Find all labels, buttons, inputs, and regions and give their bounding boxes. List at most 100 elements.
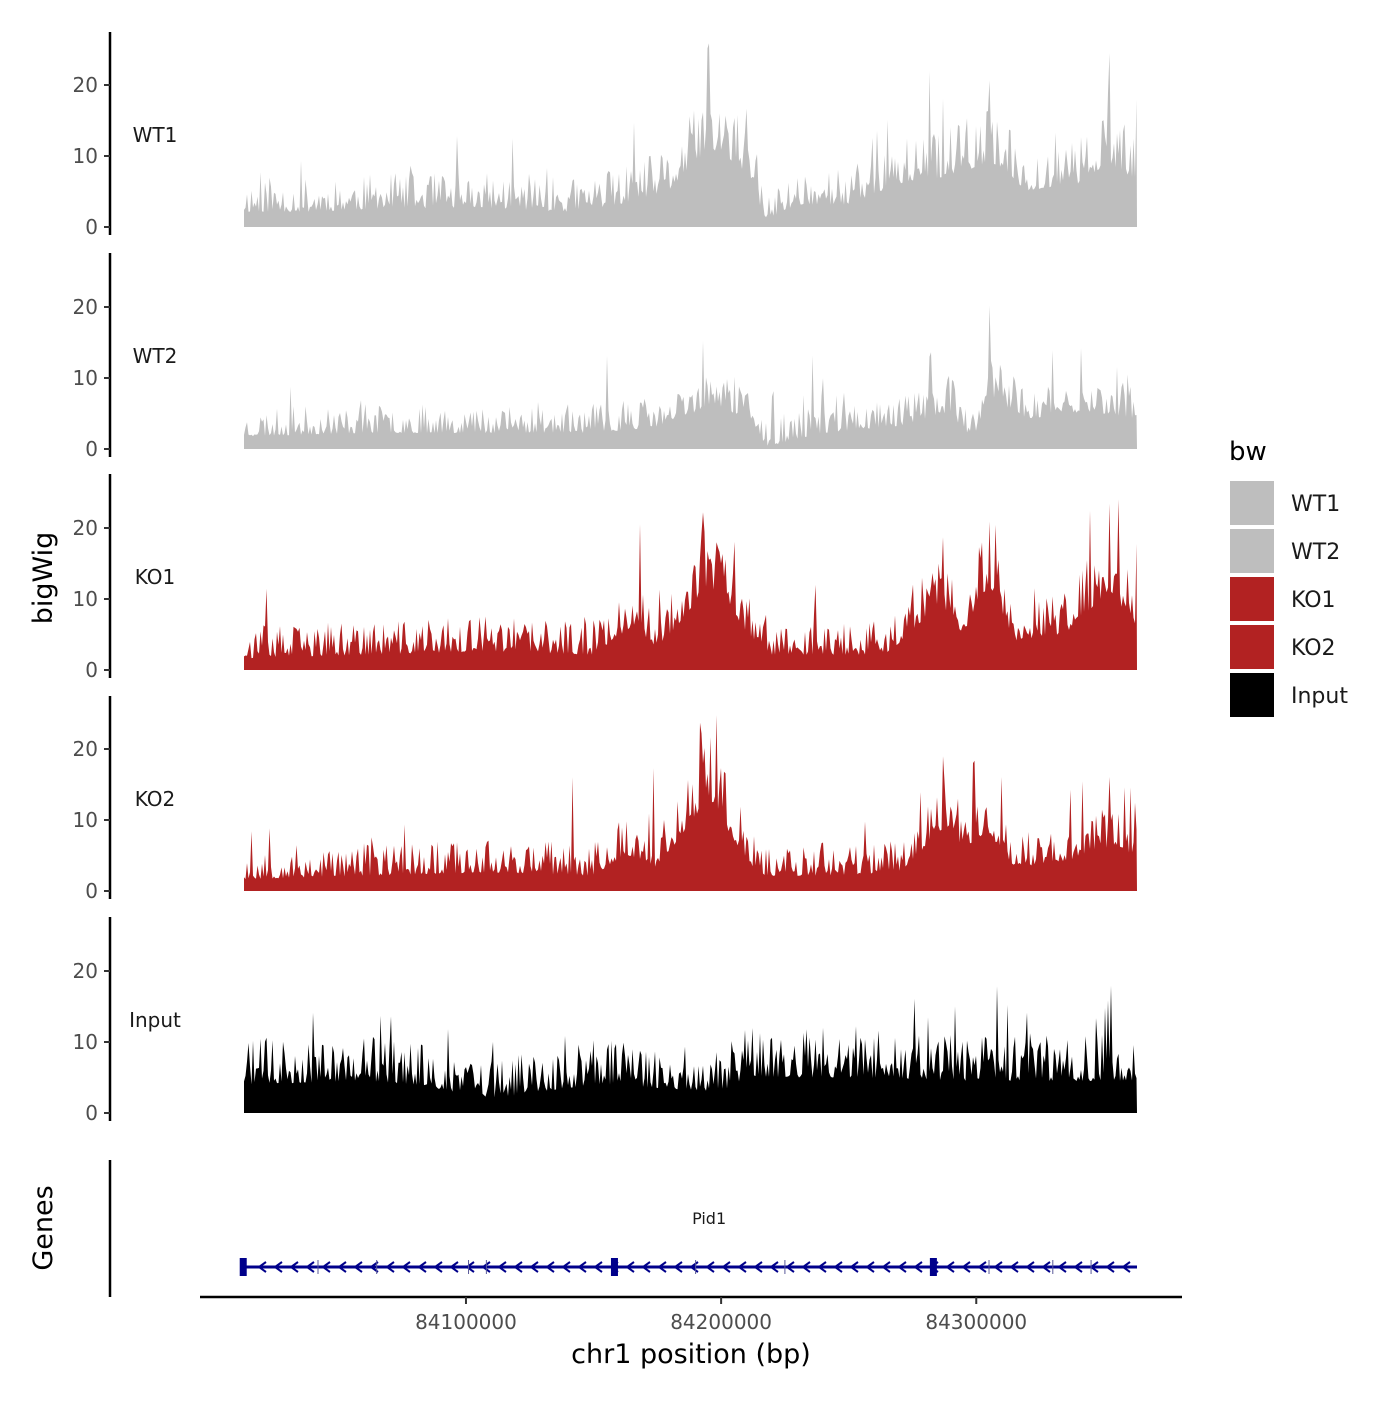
y-tick-label: 10 — [73, 1030, 98, 1054]
strand-arrow — [257, 1261, 267, 1273]
strand-arrow — [705, 1261, 715, 1273]
strand-arrow — [737, 1261, 747, 1273]
strand-arrow — [657, 1261, 667, 1273]
y-tick-label: 0 — [85, 1101, 98, 1125]
strand-arrow — [481, 1261, 491, 1273]
strand-arrow — [273, 1261, 283, 1273]
track-label-input: Input — [129, 1008, 181, 1032]
strand-arrow — [465, 1261, 475, 1273]
legend-label-wt1: WT1 — [1291, 492, 1340, 517]
strand-arrow — [913, 1261, 923, 1273]
strand-arrow — [961, 1261, 971, 1273]
track-label-ko2: KO2 — [135, 787, 176, 811]
strand-arrow — [593, 1261, 603, 1273]
y-tick-label: 0 — [85, 437, 98, 461]
strand-arrow — [1041, 1261, 1051, 1273]
signal-area-ko2 — [244, 715, 1137, 891]
strand-arrow — [433, 1261, 443, 1273]
track-label-wt1: WT1 — [133, 123, 178, 147]
strand-arrow — [1009, 1261, 1019, 1273]
strand-arrow — [625, 1261, 635, 1273]
y-tick-label: 10 — [73, 366, 98, 390]
x-tick-label: 84300000 — [925, 1310, 1027, 1334]
y-tick-label: 20 — [73, 737, 98, 761]
strand-arrow — [497, 1261, 507, 1273]
strand-arrow — [801, 1261, 811, 1273]
strand-arrow — [305, 1261, 315, 1273]
y-tick-label: 0 — [85, 658, 98, 682]
track-input: 0 10 20 Input — [73, 917, 1137, 1125]
strand-arrow — [385, 1261, 395, 1273]
legend: bw WT1 WT2 KO1 KO2 Input — [1228, 437, 1348, 719]
strand-arrow — [337, 1261, 347, 1273]
track-label-ko1: KO1 — [135, 565, 176, 589]
x-axis-title: chr1 position (bp) — [571, 1339, 811, 1370]
y-tick-label: 10 — [73, 808, 98, 832]
signal-area-ko1 — [244, 499, 1137, 670]
strand-arrow — [417, 1261, 427, 1273]
y-tick-label: 0 — [85, 879, 98, 903]
legend-label-ko2: KO2 — [1291, 636, 1336, 661]
legend-swatch-input — [1228, 671, 1276, 719]
track-label-wt2: WT2 — [133, 344, 178, 368]
legend-swatch-ko2 — [1228, 623, 1276, 671]
legend-swatch-wt1 — [1228, 479, 1276, 527]
x-tick-label: 84100000 — [415, 1310, 517, 1334]
strand-arrow — [577, 1261, 587, 1273]
strand-arrow — [1121, 1261, 1131, 1273]
strand-arrow — [993, 1261, 1003, 1273]
legend-label-input: Input — [1291, 684, 1348, 709]
track-ko2: 0 10 20 KO2 — [73, 696, 1137, 903]
gene-track-panel: Pid1 — [108, 1160, 1137, 1297]
strand-arrow — [529, 1261, 539, 1273]
y-axis-title: bigWig — [28, 532, 59, 625]
strand-arrow — [513, 1261, 523, 1273]
gene-exon — [929, 1258, 937, 1276]
gene-name-label: Pid1 — [692, 1209, 726, 1228]
y-tick-label: 20 — [73, 295, 98, 319]
strand-arrow — [369, 1261, 379, 1273]
y-tick-label: 20 — [73, 516, 98, 540]
strand-arrow — [641, 1261, 651, 1273]
y-tick-label: 0 — [85, 215, 98, 239]
strand-arrow — [753, 1261, 763, 1273]
strand-arrow — [449, 1261, 459, 1273]
strand-arrow — [897, 1261, 907, 1273]
strand-arrow — [817, 1261, 827, 1273]
tracks-group: 0 10 20 WT1 0 10 20 WT2 0 10 20 KO1 0 10 20 KO2 0 10 20 Inp… — [73, 32, 1137, 1125]
genes-axis-title: Genes — [28, 1185, 59, 1270]
strand-arrow — [849, 1261, 859, 1273]
gene-exon — [610, 1258, 618, 1276]
strand-arrow — [1057, 1261, 1067, 1273]
signal-area-wt2 — [244, 305, 1137, 449]
strand-arrow — [321, 1261, 331, 1273]
strand-arrow — [353, 1261, 363, 1273]
track-ko1: 0 10 20 KO1 — [73, 474, 1137, 682]
legend-label-wt2: WT2 — [1291, 540, 1340, 565]
x-axis: 84100000 84200000 84300000 — [200, 1295, 1182, 1334]
legend-label-ko1: KO1 — [1291, 588, 1336, 613]
strand-arrow — [769, 1261, 779, 1273]
legend-swatch-wt2 — [1228, 527, 1276, 575]
strand-arrow — [881, 1261, 891, 1273]
gene-exon — [239, 1258, 247, 1276]
strand-arrow — [289, 1261, 299, 1273]
track-wt2: 0 10 20 WT2 — [73, 253, 1137, 461]
strand-arrow — [1073, 1261, 1083, 1273]
strand-arrow — [977, 1261, 987, 1273]
y-tick-label: 10 — [73, 144, 98, 168]
signal-area-input — [244, 985, 1137, 1113]
strand-arrow — [721, 1261, 731, 1273]
strand-arrow — [1105, 1261, 1115, 1273]
y-tick-label: 20 — [73, 959, 98, 983]
strand-arrow — [673, 1261, 683, 1273]
strand-arrow — [545, 1261, 555, 1273]
signal-area-wt1 — [244, 43, 1137, 228]
y-tick-label: 10 — [73, 587, 98, 611]
strand-arrow — [785, 1261, 795, 1273]
legend-swatch-ko1 — [1228, 575, 1276, 623]
strand-arrow — [561, 1261, 571, 1273]
strand-arrow — [401, 1261, 411, 1273]
